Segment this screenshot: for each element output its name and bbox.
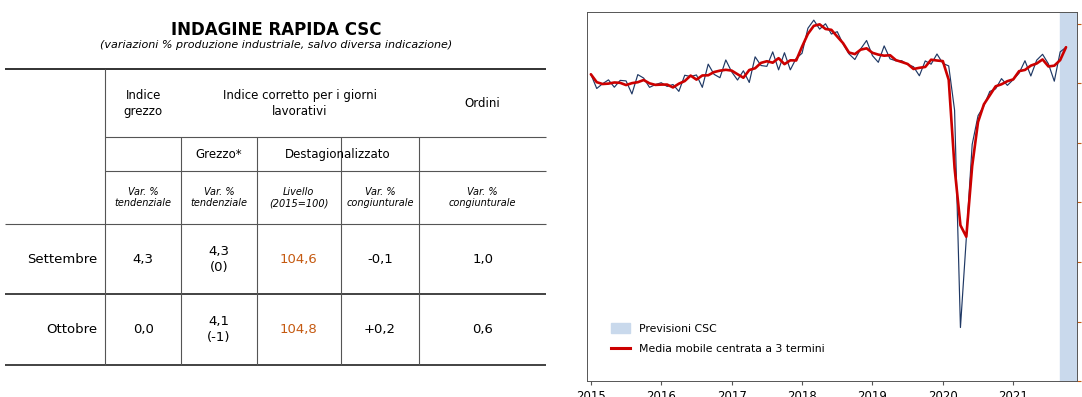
- Text: 104,8: 104,8: [280, 323, 318, 336]
- Text: 4,1
(-1): 4,1 (-1): [208, 315, 230, 344]
- Text: Var. %
tendenziale: Var. % tendenziale: [190, 187, 248, 208]
- Legend: Previsioni CSC, Media mobile centrata a 3 termini: Previsioni CSC, Media mobile centrata a …: [607, 320, 828, 357]
- Text: 4,3: 4,3: [133, 253, 154, 266]
- Text: (variazioni % produzione industriale, salvo diversa indicazione): (variazioni % produzione industriale, sa…: [100, 40, 452, 50]
- Text: Var. %
congiunturale: Var. % congiunturale: [346, 187, 413, 208]
- Text: Settembre: Settembre: [27, 253, 97, 266]
- Text: Livello
(2015=100): Livello (2015=100): [269, 187, 329, 208]
- Text: 0,6: 0,6: [472, 323, 493, 336]
- Bar: [1060, 12, 1082, 381]
- Text: Var. %
tendenziale: Var. % tendenziale: [115, 187, 172, 208]
- Text: +0,2: +0,2: [364, 323, 396, 336]
- Text: Indice corretto per i giorni
lavorativi: Indice corretto per i giorni lavorativi: [223, 89, 378, 118]
- Text: 4,3
(0): 4,3 (0): [209, 245, 229, 274]
- Text: Indice
grezzo: Indice grezzo: [123, 89, 163, 118]
- Text: Ordini: Ordini: [465, 97, 501, 110]
- Text: 1,0: 1,0: [472, 253, 493, 266]
- Text: 0,0: 0,0: [133, 323, 154, 336]
- Text: INDAGINE RAPIDA CSC: INDAGINE RAPIDA CSC: [171, 21, 381, 39]
- Text: Grezzo*: Grezzo*: [196, 148, 242, 160]
- Text: Ottobre: Ottobre: [47, 323, 97, 336]
- Text: -0,1: -0,1: [367, 253, 393, 266]
- Text: Destagionalizzato: Destagionalizzato: [286, 148, 391, 160]
- Text: 104,6: 104,6: [280, 253, 318, 266]
- Text: Var. %
congiunturale: Var. % congiunturale: [449, 187, 516, 208]
